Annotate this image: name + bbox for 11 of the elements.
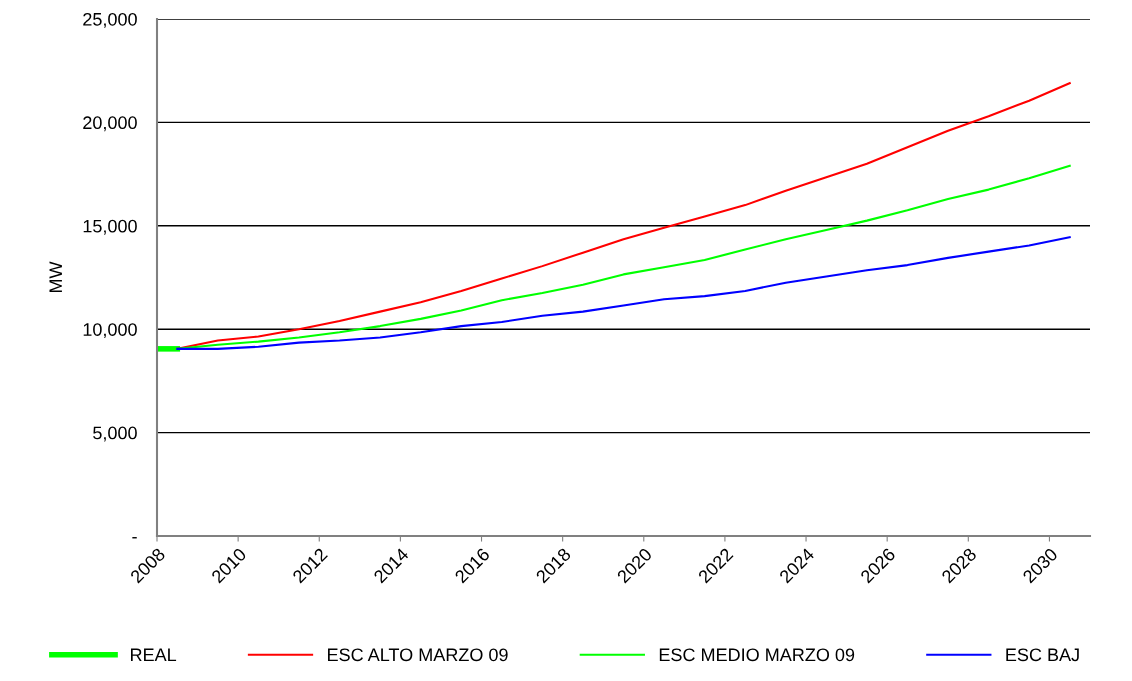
y-tick-label: 15,000 bbox=[83, 219, 137, 235]
legend-label: ESC BAJ bbox=[1006, 648, 1079, 662]
y-tick-label: 25,000 bbox=[83, 12, 137, 28]
y-tick-label: 5,000 bbox=[93, 426, 137, 442]
y-tick-label: 10,000 bbox=[83, 323, 137, 339]
legend-label: ESC ALTO MARZO 09 bbox=[328, 648, 508, 662]
y-tick-label: 20,000 bbox=[83, 116, 137, 132]
legend-label: REAL bbox=[131, 648, 177, 661]
y-axis-title: MW bbox=[49, 261, 62, 293]
y-tick-label: - bbox=[132, 537, 137, 539]
legend-label: ESC MEDIO MARZO 09 bbox=[659, 648, 855, 662]
